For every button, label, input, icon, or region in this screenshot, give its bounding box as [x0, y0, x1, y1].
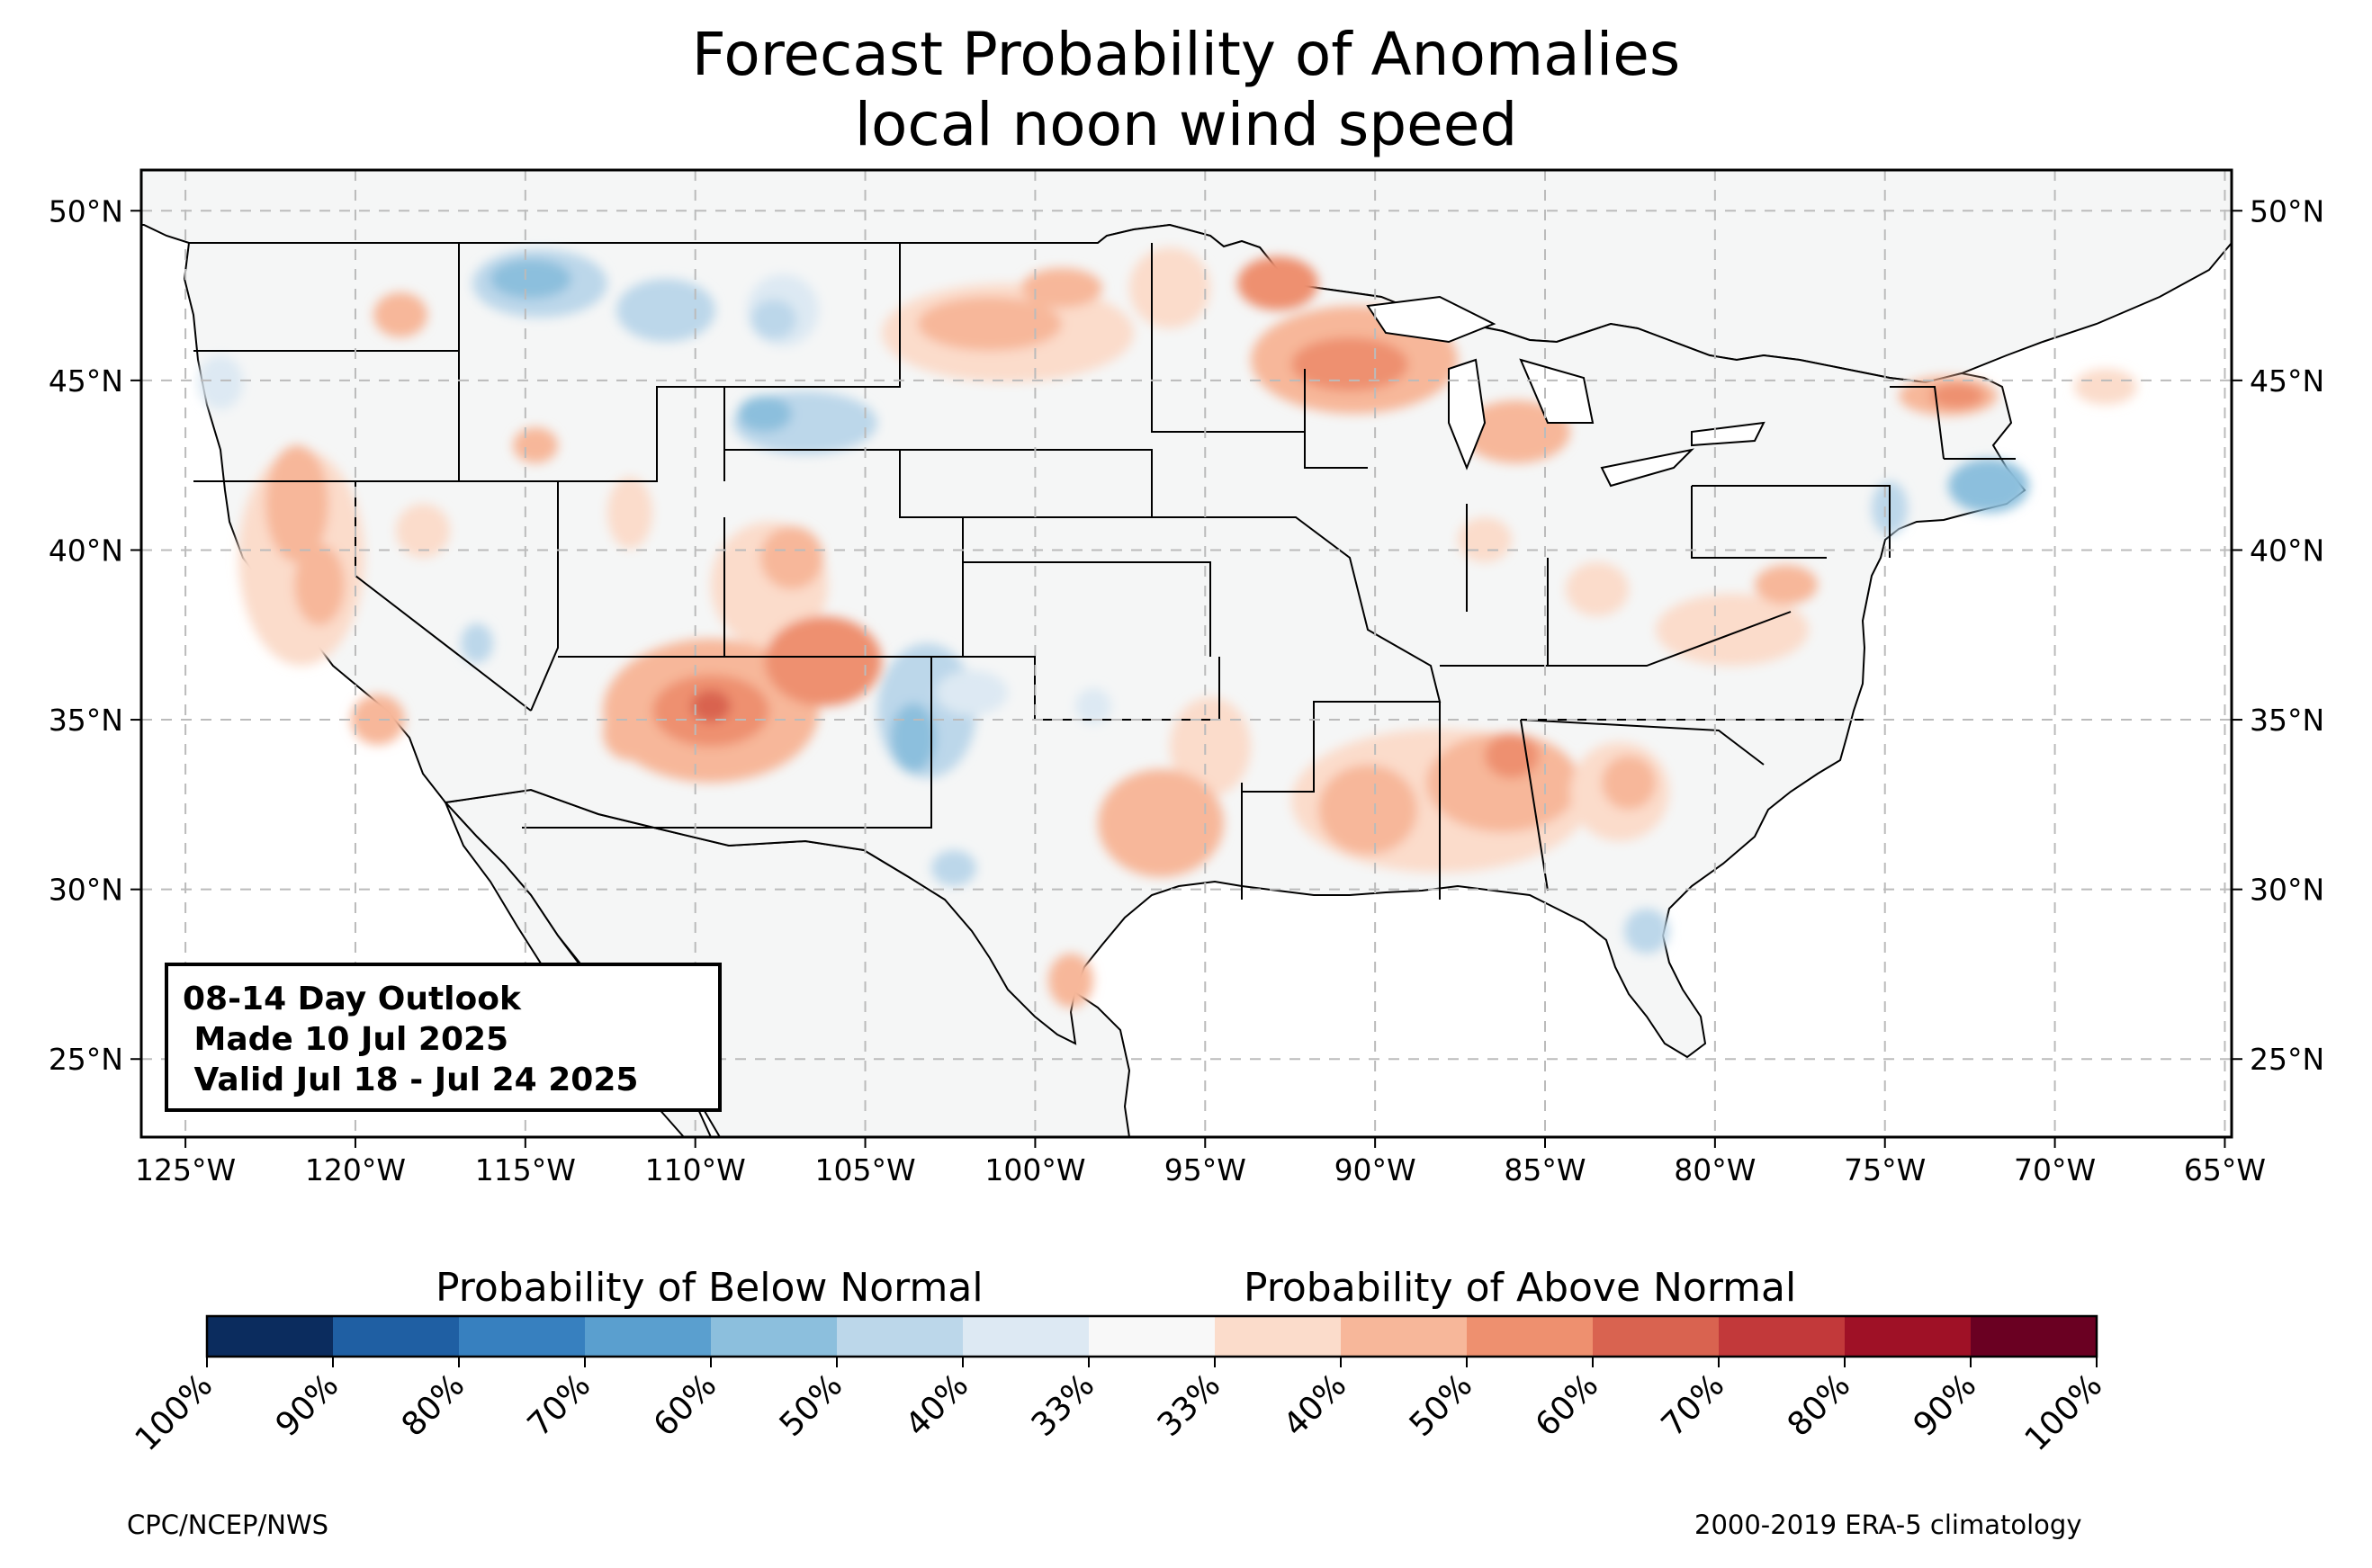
lat-tick-label-left: 30°N [49, 873, 123, 908]
colorbar-tick-label: 50% [1403, 1366, 1480, 1444]
colorbar-swatch [1719, 1316, 1846, 1357]
lon-tick-label: 95°W [1164, 1152, 1246, 1187]
lon-tick-label: 75°W [1844, 1152, 1926, 1187]
colorbar-tick-label: 70% [1655, 1366, 1732, 1444]
colorbar-tick-label: 60% [1529, 1366, 1606, 1444]
colorbar-swatch [207, 1316, 334, 1357]
lon-tick-label: 105°W [814, 1152, 915, 1187]
colorbar-outline [205, 1314, 2098, 1358]
great-lakes [1366, 295, 1766, 488]
chart-title-line-2: local noon wind speed [854, 90, 1518, 159]
colorbar-swatch [1971, 1316, 2098, 1357]
colorbar-above-label: Probability of Above Normal [1244, 1265, 1797, 1311]
colorbar-tick-label: 70% [521, 1366, 598, 1444]
footer-source: CPC/NCEP/NWS [127, 1510, 329, 1540]
info-line-1: 08-14 Day Outlook [183, 981, 521, 1017]
colorbar-tick-label: 50% [773, 1366, 850, 1444]
info-line-3: Valid Jul 18 - Jul 24 2025 [183, 1062, 639, 1098]
colorbar-tick-label: 60% [647, 1366, 724, 1444]
colorbar-tick-label: 80% [1781, 1366, 1858, 1444]
colorbar-tick-label: 80% [395, 1366, 472, 1444]
colorbar-swatch [1089, 1316, 1216, 1357]
lon-tick-label: 115°W [475, 1152, 576, 1187]
lat-tick-label-left: 35°N [49, 703, 123, 738]
colorbar-tick-label: 90% [1907, 1366, 1984, 1444]
lat-tick-label-right: 40°N [2250, 533, 2324, 568]
colorbar-below-label: Probability of Below Normal [436, 1265, 984, 1311]
lat-tick-label-right: 30°N [2250, 873, 2324, 908]
colorbar-tick-label: 33% [1025, 1366, 1102, 1444]
lat-tick-label-right: 35°N [2250, 703, 2324, 738]
lat-tick-label-left: 50°N [49, 193, 123, 228]
lon-tick-label: 100°W [984, 1152, 1085, 1187]
colorbar-swatch [837, 1316, 964, 1357]
colorbar-swatch [459, 1316, 586, 1357]
lat-tick-label-left: 45°N [49, 363, 123, 399]
colorbar-tick-label: 40% [899, 1366, 976, 1444]
colorbar-tick-label: 100% [2018, 1366, 2110, 1458]
lon-tick-label: 80°W [1674, 1152, 1756, 1187]
lat-tick-label-left: 40°N [49, 533, 123, 568]
colorbar-tick-label: 100% [129, 1366, 220, 1458]
below-normal-anomalies [198, 249, 2029, 954]
lon-tick-label: 85°W [1504, 1152, 1586, 1187]
lon-tick-label: 120°W [305, 1152, 406, 1187]
map-frame [139, 168, 2233, 1139]
lon-tick-label: 90°W [1334, 1152, 1416, 1187]
anomaly-northern-rockies-core [490, 259, 571, 299]
footer-climatology: 2000-2019 ERA-5 climatology [1694, 1510, 2082, 1540]
info-line-2: Made 10 Jul 2025 [183, 1021, 509, 1058]
colorbar-swatch [1341, 1316, 1468, 1357]
colorbar-swatch [963, 1316, 1090, 1357]
colorbar: 100% 90% 80% 70% 60% 50% 40% 33% 33% 40% 50% 60% 70%… [129, 1314, 2110, 1458]
colorbar-tick-label: 40% [1277, 1366, 1354, 1444]
lat-tick-label-right: 25°N [2250, 1042, 2324, 1077]
lon-tick-label: 125°W [135, 1152, 236, 1187]
lon-tick-label: 110°W [645, 1152, 746, 1187]
axis-ticks: 125°W 120°W 115°W 110°W 105°W 100°W 95°W 90°W 85… [49, 193, 2324, 1187]
colorbar-swatch [711, 1316, 838, 1357]
lon-tick-label: 65°W [2184, 1152, 2266, 1187]
lat-tick-label-left: 25°N [49, 1042, 123, 1077]
anomaly-northern-new-england [1948, 459, 2029, 513]
graticule [141, 170, 2232, 1137]
lon-tick-label: 70°W [2014, 1152, 2096, 1187]
colorbar-tick-label: 90% [269, 1366, 346, 1444]
colorbar-swatch [1215, 1316, 1342, 1357]
colorbar-swatch [333, 1316, 460, 1357]
chart-title-line-1: Forecast Probability of Anomalies [691, 20, 1681, 89]
lat-tick-label-right: 45°N [2250, 363, 2324, 399]
colorbar-tick-label: 33% [1151, 1366, 1228, 1444]
anomaly-colorado-southwest [765, 616, 882, 706]
outlook-info-box: 08-14 Day Outlook Made 10 Jul 2025 Valid… [165, 963, 722, 1112]
colorbar-swatch [1593, 1316, 1720, 1357]
lat-tick-label-right: 50°N [2250, 193, 2324, 228]
colorbar-swatch [1845, 1316, 1972, 1357]
colorbar-swatch [1467, 1316, 1594, 1357]
anomaly-virginia-carolinas [1656, 594, 1809, 666]
colorbar-swatch [585, 1316, 712, 1357]
